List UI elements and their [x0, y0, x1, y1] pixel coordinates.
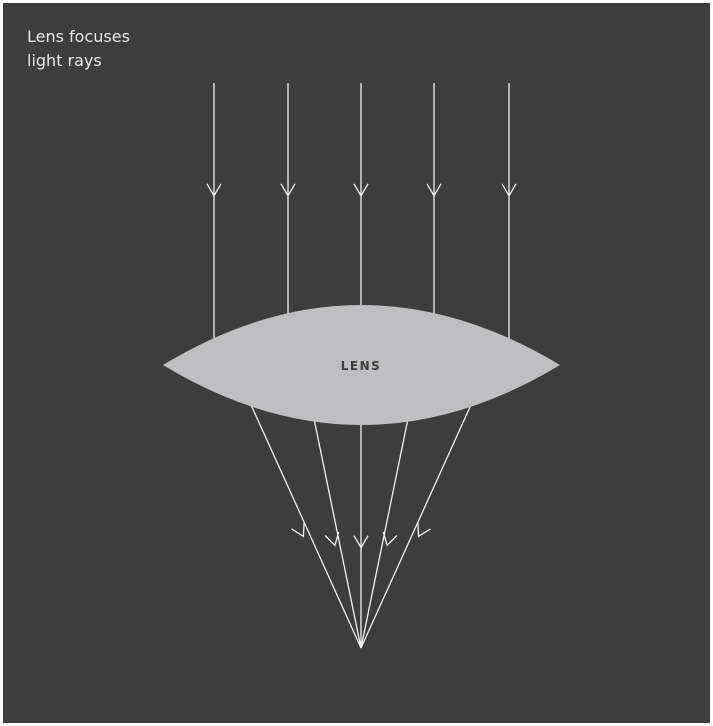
arrowhead: [417, 522, 431, 538]
caption-line: light rays: [27, 51, 102, 70]
arrowhead: [291, 522, 305, 538]
arrowhead: [280, 183, 296, 198]
arrowhead: [426, 183, 442, 198]
refracted-ray: [360, 364, 490, 649]
rays: [206, 83, 517, 649]
arrowhead: [324, 531, 340, 547]
arrowhead: [206, 183, 222, 198]
lens-label: LENS: [341, 359, 382, 373]
arrowhead: [353, 535, 369, 549]
refracted-ray: [232, 364, 362, 649]
arrowhead: [353, 183, 369, 198]
arrowhead: [382, 531, 398, 547]
arrowhead: [501, 183, 517, 198]
caption-line: Lens focuses: [27, 27, 130, 46]
lens: [163, 305, 560, 425]
